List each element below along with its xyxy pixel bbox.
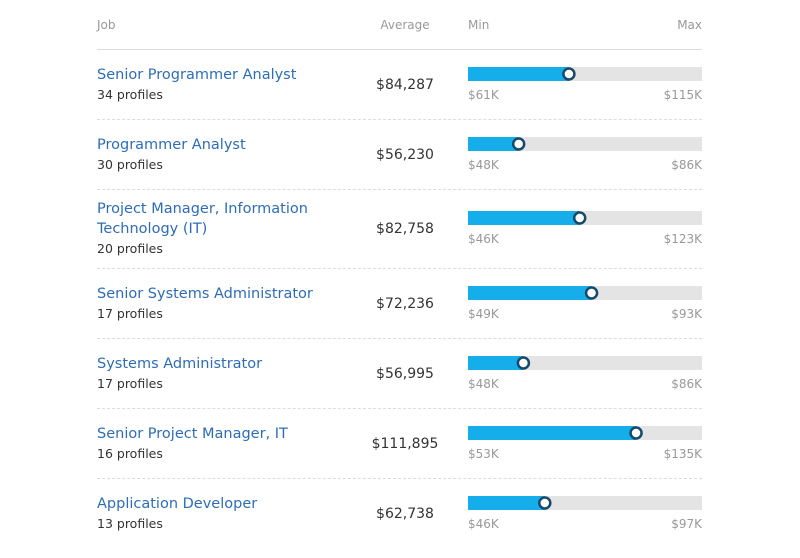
- range-track: [468, 136, 702, 151]
- job-title[interactable]: Programmer Analyst: [97, 136, 246, 153]
- average-salary: $82,758: [376, 221, 434, 237]
- profile-count: 16 profiles: [97, 445, 163, 461]
- min-label: $46K: [468, 232, 500, 246]
- min-label: $61K: [468, 88, 500, 102]
- profile-count: 20 profiles: [97, 241, 163, 256]
- average-marker: [516, 355, 531, 370]
- average-marker: [511, 136, 526, 151]
- max-label: $123K: [664, 232, 702, 246]
- table-header: Job Average Min Max: [97, 0, 702, 50]
- range-fill: [468, 285, 592, 300]
- table-row: Systems Administrator 17 profiles $56,995 $…: [97, 339, 702, 409]
- range-cell: $46K $97K: [465, 496, 702, 532]
- max-label: $135K: [664, 447, 702, 461]
- range-bar: $46K $97K: [468, 496, 702, 531]
- header-job: Job: [97, 17, 116, 32]
- job-cell: Senior Project Manager, IT 16 profiles: [97, 424, 345, 464]
- job-title[interactable]: Application Developer: [97, 496, 258, 512]
- job-cell: Application Developer 13 profiles: [97, 494, 345, 534]
- average-marker: [538, 496, 552, 510]
- average-salary: $56,995: [376, 365, 434, 382]
- range-fill: [468, 66, 569, 81]
- min-label: $49K: [468, 307, 500, 321]
- job-title[interactable]: Project Manager, Information Technology …: [97, 201, 308, 237]
- range-bar: $48K $86K: [468, 136, 702, 172]
- min-label: $53K: [468, 447, 500, 461]
- range-fill: [468, 496, 545, 510]
- range-bar: $49K $93K: [468, 285, 702, 321]
- average-salary: $56,230: [376, 146, 434, 163]
- header-min: Min: [468, 17, 490, 32]
- table-row: Senior Systems Administrator 17 profiles $…: [97, 269, 702, 339]
- job-cell: Systems Administrator 17 profiles: [97, 354, 345, 394]
- min-label: $46K: [468, 517, 500, 531]
- min-label: $48K: [468, 158, 500, 172]
- min-label: $48K: [468, 377, 500, 391]
- max-label: $115K: [664, 88, 702, 102]
- header-average: Average: [380, 17, 430, 32]
- range-cell: $61K $115K: [465, 66, 702, 103]
- job-title[interactable]: Senior Programmer Analyst: [97, 66, 297, 83]
- range-fill: [468, 355, 524, 370]
- profile-count: 13 profiles: [97, 516, 163, 531]
- range-cell: $53K $135K: [465, 425, 702, 462]
- job-cell: Programmer Analyst 30 profiles: [97, 135, 345, 175]
- average-marker: [584, 285, 599, 300]
- max-label: $97K: [671, 517, 702, 531]
- max-label: $86K: [671, 158, 702, 172]
- job-cell: Senior Systems Administrator 17 profiles: [97, 284, 345, 324]
- salary-table: Job Average Min Max Senior Programmer An…: [97, 0, 702, 549]
- job-cell: Senior Programmer Analyst 34 profiles: [97, 65, 345, 105]
- range-cell: $48K $86K: [465, 136, 702, 173]
- average-salary: $62,738: [376, 506, 434, 522]
- range-cell: $46K $123K: [465, 211, 702, 247]
- range-cell: $49K $93K: [465, 285, 702, 322]
- average-salary: $111,895: [371, 435, 439, 452]
- profile-count: 30 profiles: [97, 156, 163, 172]
- average-marker: [562, 66, 576, 81]
- average-marker: [629, 425, 643, 440]
- profile-count: 17 profiles: [97, 375, 163, 391]
- job-title[interactable]: Systems Administrator: [97, 355, 263, 372]
- job-title[interactable]: Senior Project Manager, IT: [97, 425, 288, 442]
- average-marker: [572, 211, 587, 225]
- table-row: Programmer Analyst 30 profiles $56,230 $48K…: [97, 120, 702, 190]
- table-row: Application Developer 13 profiles $62,738 $…: [97, 479, 702, 549]
- range-fill: [468, 425, 637, 440]
- table-row: Senior Project Manager, IT 16 profiles $11…: [97, 409, 702, 479]
- job-title[interactable]: Senior Systems Administrator: [97, 285, 313, 302]
- range-cell: $48K $86K: [465, 355, 702, 392]
- range-bar: $46K $123K: [468, 211, 702, 246]
- max-label: $86K: [671, 377, 702, 391]
- average-salary: $72,236: [376, 295, 434, 312]
- header-range: Min Max: [465, 18, 702, 32]
- job-cell: Project Manager, Information Technology …: [97, 199, 345, 259]
- range-bar: $61K $115K: [468, 66, 702, 102]
- average-salary: $84,287: [376, 76, 434, 93]
- header-max: Max: [677, 17, 702, 32]
- range-bar: $48K $86K: [468, 355, 702, 391]
- range-fill: [468, 136, 519, 151]
- range-fill: [468, 211, 580, 225]
- profile-count: 17 profiles: [97, 305, 163, 321]
- max-label: $93K: [671, 307, 702, 321]
- profile-count: 34 profiles: [97, 86, 163, 102]
- range-bar: $53K $135K: [468, 425, 702, 461]
- table-row: Project Manager, Information Technology …: [97, 190, 702, 269]
- table-row: Senior Programmer Analyst 34 profiles $84,…: [97, 50, 702, 120]
